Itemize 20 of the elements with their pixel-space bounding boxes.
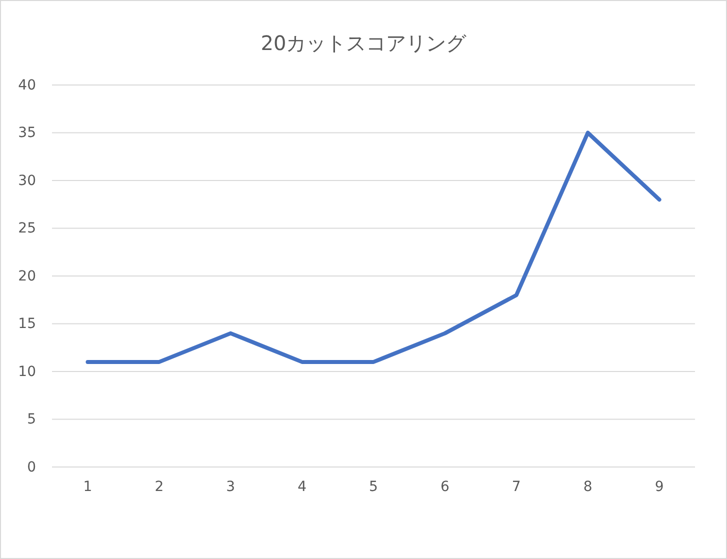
x-tick-label: 7 (512, 478, 521, 495)
x-tick-label: 9 (654, 478, 664, 495)
y-tick-label: 40 (18, 77, 36, 94)
y-tick-label: 30 (18, 172, 36, 189)
line-series (86, 130, 662, 364)
y-tick-label: 10 (18, 364, 36, 380)
x-tick-label: 3 (226, 478, 236, 495)
x-tick-label: 6 (440, 478, 450, 495)
x-tick-label: 5 (369, 478, 378, 495)
y-tick-label: 20 (18, 268, 36, 284)
y-tick-label: 15 (18, 316, 36, 332)
x-tick-label: 8 (583, 478, 592, 495)
chart-title: 20カットスコアリング (260, 31, 468, 55)
y-tick-label: 35 (18, 125, 36, 142)
x-tick-label: 4 (298, 478, 307, 495)
x-tick-label: 1 (83, 478, 92, 495)
y-tick-label: 5 (27, 412, 36, 428)
y-tick-label: 25 (18, 220, 36, 237)
y-tick-label: 0 (27, 459, 36, 476)
x-tick-label: 2 (154, 478, 164, 495)
